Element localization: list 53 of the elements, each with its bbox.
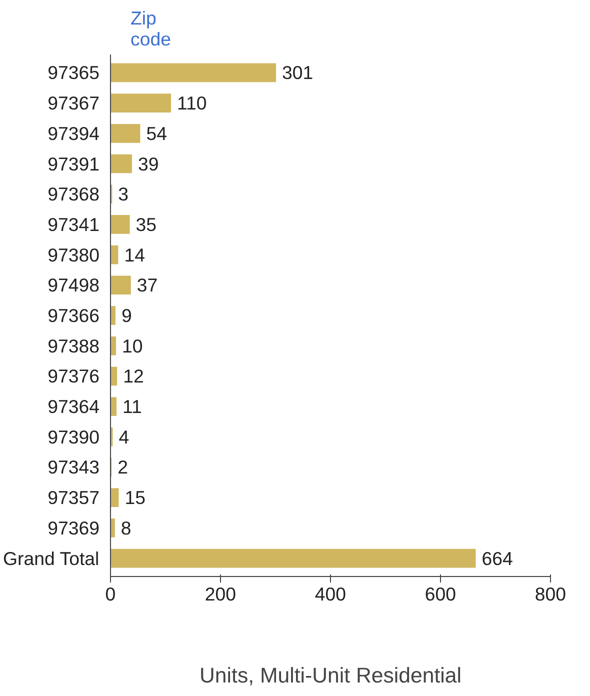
data-label: 37 (136, 274, 158, 296)
bar (110, 518, 115, 538)
y-tick-label: 97388 (48, 335, 100, 356)
bar (110, 336, 116, 356)
bar (110, 124, 140, 143)
y-tick-label: 97366 (48, 305, 100, 326)
x-tick-label: 800 (534, 584, 566, 604)
data-label: 14 (124, 244, 145, 266)
bar (110, 215, 130, 234)
bar (110, 154, 132, 174)
data-label: 54 (146, 122, 167, 144)
y-tick-label: 97376 (48, 366, 100, 387)
data-label: 110 (177, 92, 207, 114)
bar (110, 397, 117, 416)
data-label: 10 (122, 335, 143, 356)
bar (110, 548, 476, 568)
y-axis-title: Zip code (130, 8, 171, 50)
y-tick-label: 97368 (48, 184, 100, 205)
bar (110, 94, 171, 112)
data-label: 664 (482, 548, 513, 569)
x-tick-label: 400 (314, 584, 346, 604)
y-tick-label: 97390 (48, 426, 100, 448)
data-label: 9 (121, 305, 132, 326)
data-label: 8 (120, 517, 132, 538)
y-tick-label: 97364 (48, 396, 100, 418)
bar (110, 63, 276, 82)
y-tick-label: 97394 (48, 122, 100, 144)
data-label: 2 (118, 456, 128, 478)
y-tick-label: 97391 (48, 153, 100, 174)
y-tick-label: Grand Total (3, 548, 100, 569)
data-label: 35 (136, 214, 157, 235)
x-tick-label: 600 (424, 584, 456, 604)
x-tick-label: 200 (204, 584, 236, 604)
data-label: 12 (123, 366, 144, 387)
y-tick-label: 97343 (48, 456, 100, 478)
y-tick-label: 97365 (48, 62, 100, 84)
y-tick-label: 97369 (48, 517, 100, 538)
y-tick-label: 97498 (48, 274, 100, 296)
bar (110, 488, 119, 507)
data-label: 39 (138, 153, 159, 174)
data-label: 3 (118, 184, 129, 205)
x-tick-label: 0 (105, 584, 116, 604)
y-tick-label: 97341 (48, 214, 100, 235)
y-tick-label: 97357 (48, 487, 100, 508)
bar (110, 306, 116, 325)
x-axis-title: Units, Multi-Unit Residential (200, 664, 462, 688)
data-label: 301 (282, 62, 314, 84)
y-tick-label: 97367 (48, 92, 100, 114)
data-label: 15 (124, 487, 146, 508)
y-tick-label: 97380 (48, 244, 100, 266)
data-label: 4 (118, 426, 130, 448)
bar (110, 276, 131, 295)
data-label: 11 (122, 396, 142, 418)
